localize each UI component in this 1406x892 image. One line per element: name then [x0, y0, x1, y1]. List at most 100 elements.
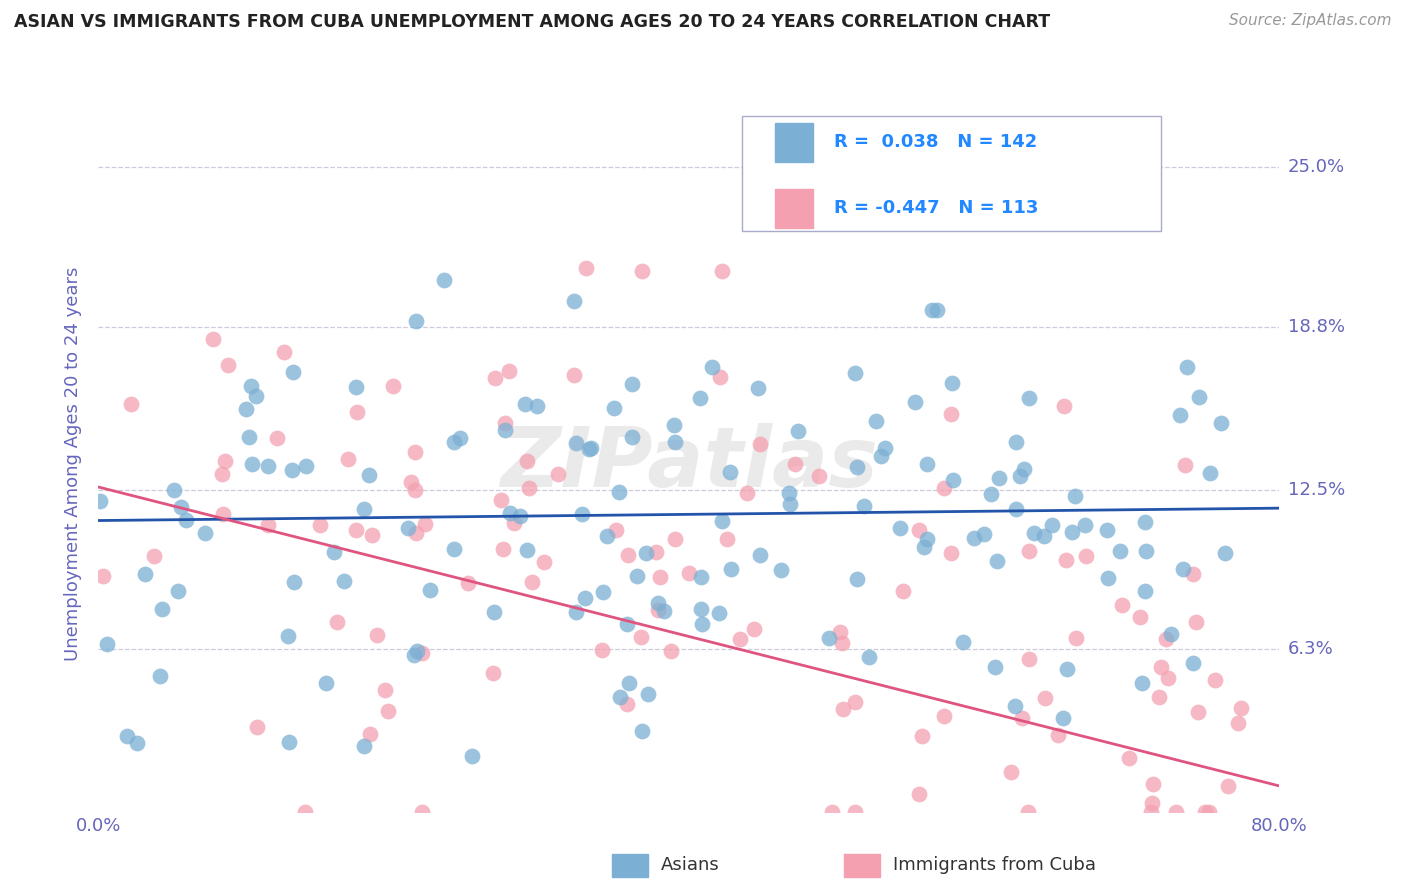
Point: [664, 434, 686, 449]
Point: [1052, 711, 1074, 725]
Point: [562, 294, 585, 309]
Point: [565, 436, 588, 450]
Point: [325, 615, 347, 629]
Point: [246, 720, 269, 734]
Point: [1142, 796, 1164, 810]
Point: [520, 575, 543, 590]
Point: [411, 646, 433, 660]
Point: [889, 521, 911, 535]
Point: [735, 486, 758, 500]
Point: [1142, 776, 1164, 790]
Point: [934, 709, 956, 723]
Point: [281, 463, 304, 477]
Point: [769, 563, 792, 577]
Point: [891, 584, 914, 599]
Point: [607, 485, 630, 500]
Point: [647, 596, 669, 610]
Point: [716, 532, 738, 546]
Point: [405, 525, 427, 540]
Point: [911, 729, 934, 743]
Point: [578, 442, 600, 457]
Point: [214, 454, 236, 468]
Point: [513, 397, 536, 411]
Point: [821, 805, 844, 819]
Point: [194, 525, 217, 540]
Point: [1018, 651, 1040, 665]
Point: [134, 567, 156, 582]
Point: [526, 399, 548, 413]
Point: [844, 695, 866, 709]
Point: [846, 460, 869, 475]
Point: [239, 378, 262, 392]
Point: [211, 467, 233, 481]
Point: [163, 483, 186, 497]
Point: [1010, 469, 1032, 483]
Point: [1184, 615, 1206, 629]
Point: [1154, 632, 1177, 647]
Point: [1160, 626, 1182, 640]
Point: [1018, 543, 1040, 558]
Point: [1054, 552, 1077, 566]
Text: 6.3%: 6.3%: [1288, 640, 1333, 658]
Point: [617, 548, 640, 562]
Point: [700, 360, 723, 375]
Text: R = -0.447   N = 113: R = -0.447 N = 113: [834, 200, 1039, 218]
Point: [609, 690, 631, 704]
Point: [942, 473, 965, 487]
Point: [399, 475, 422, 490]
Text: ASIAN VS IMMIGRANTS FROM CUBA UNEMPLOYMENT AMONG AGES 20 TO 24 YEARS CORRELATION: ASIAN VS IMMIGRANTS FROM CUBA UNEMPLOYME…: [14, 13, 1050, 31]
Text: 25.0%: 25.0%: [1288, 159, 1346, 177]
Point: [1213, 546, 1236, 560]
Point: [941, 407, 963, 421]
Point: [509, 509, 531, 524]
Point: [492, 542, 515, 557]
Point: [1198, 805, 1220, 819]
Point: [337, 451, 360, 466]
Point: [1129, 610, 1152, 624]
Text: Immigrants from Cuba: Immigrants from Cuba: [893, 856, 1095, 874]
Point: [830, 625, 852, 640]
Point: [1118, 751, 1140, 765]
Point: [664, 532, 686, 546]
Text: Source: ZipAtlas.com: Source: ZipAtlas.com: [1229, 13, 1392, 29]
Point: [925, 303, 948, 318]
Text: 12.5%: 12.5%: [1288, 481, 1346, 499]
Point: [120, 397, 142, 411]
Point: [257, 459, 280, 474]
Point: [167, 584, 190, 599]
Point: [1064, 631, 1087, 645]
Point: [652, 604, 675, 618]
Point: [277, 629, 299, 643]
Point: [1218, 779, 1240, 793]
Point: [404, 483, 426, 498]
Point: [1005, 501, 1028, 516]
Point: [912, 540, 935, 554]
Point: [174, 513, 197, 527]
Point: [605, 524, 627, 538]
Point: [353, 501, 375, 516]
Point: [689, 602, 711, 616]
Point: [648, 570, 671, 584]
Point: [1053, 400, 1076, 414]
Point: [1198, 467, 1220, 481]
Point: [988, 471, 1011, 485]
Point: [1033, 529, 1056, 543]
Point: [143, 549, 166, 563]
Point: [353, 739, 375, 753]
Point: [1188, 390, 1211, 404]
Point: [1064, 490, 1087, 504]
Point: [1171, 562, 1194, 576]
Point: [689, 391, 711, 405]
Point: [502, 516, 524, 531]
Point: [779, 497, 801, 511]
Point: [359, 726, 381, 740]
Point: [749, 437, 772, 451]
Point: [294, 805, 316, 819]
Point: [620, 377, 643, 392]
Point: [433, 273, 456, 287]
Point: [720, 562, 742, 576]
Y-axis label: Unemployment Among Ages 20 to 24 years: Unemployment Among Ages 20 to 24 years: [65, 267, 83, 661]
Point: [986, 554, 1008, 568]
Point: [831, 636, 853, 650]
Point: [96, 637, 118, 651]
